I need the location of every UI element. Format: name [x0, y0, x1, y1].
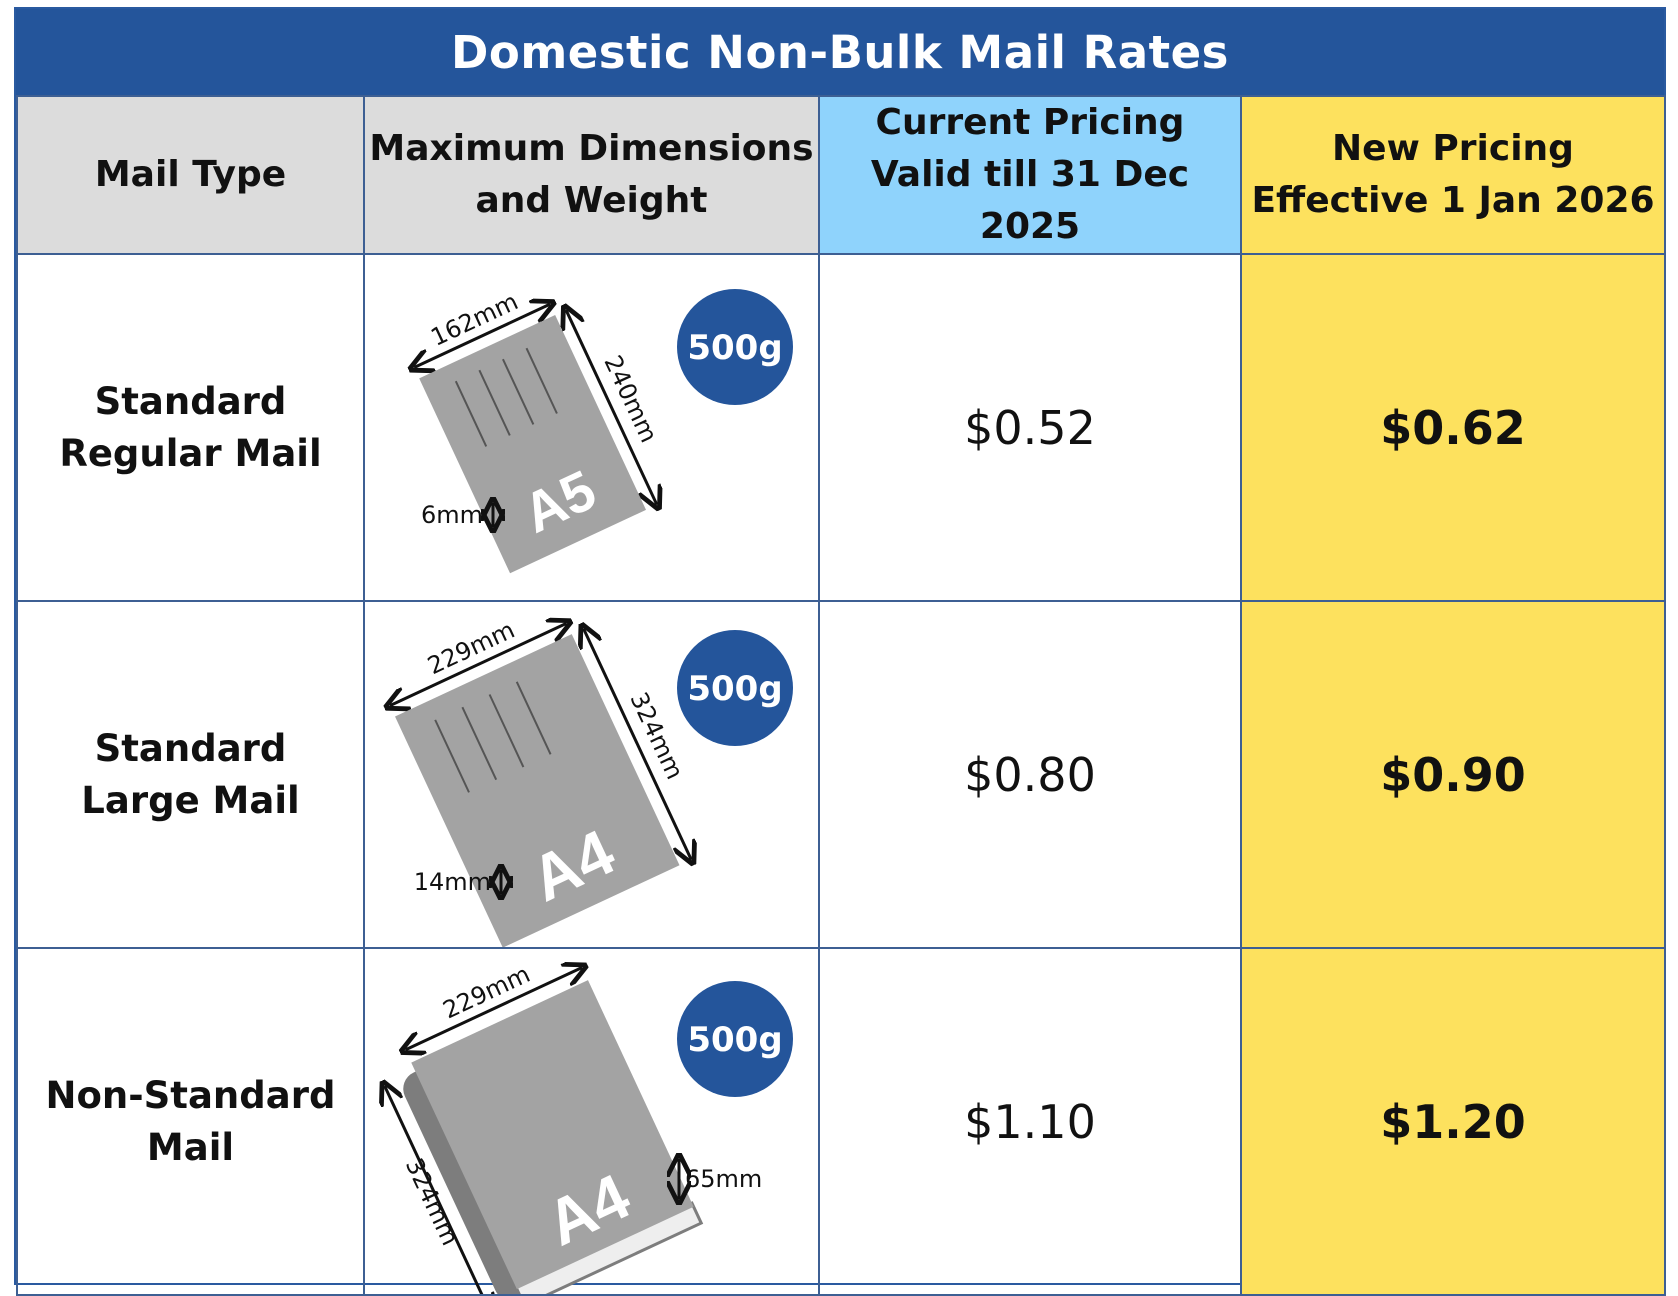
rates-table-frame: Domestic Non-Bulk Mail Rates Mail Type M…: [14, 7, 1666, 1296]
envelope-a4-icon: A4 229mm 324mm 14mm 500g: [365, 616, 793, 947]
mail-type-cell: Standard Large Mail: [16, 600, 365, 949]
table-row: Standard Regular Mail: [16, 253, 1666, 602]
weight-badge: [677, 289, 793, 405]
new-price-cell: $0.62: [1240, 253, 1666, 602]
envelope-shape: [419, 315, 647, 574]
dimensions-cell: A5 162mm 240mm 6mm 500g: [363, 253, 820, 602]
dimensions-cell: A4 229mm 324mm 14mm 500g: [363, 600, 820, 949]
weight-badge: [677, 981, 793, 1097]
thickness-label: 6mm: [421, 501, 483, 529]
new-price-cell: $0.90: [1240, 600, 1666, 949]
weight-label: 500g: [687, 328, 782, 368]
header-row: Mail Type Maximum Dimensions and Weight …: [16, 95, 1666, 255]
current-price-cell: $1.10: [818, 947, 1242, 1296]
header-current-pricing: Current Pricing Valid till 31 Dec 2025: [818, 95, 1242, 255]
thickness-label: 65mm: [685, 1165, 762, 1193]
envelope-shape: [395, 634, 680, 947]
weight-label: 500g: [687, 669, 782, 709]
rates-table: Mail Type Maximum Dimensions and Weight …: [16, 95, 1666, 1296]
dimensions-cell: A4 229mm 324mm 65mm 500g: [363, 947, 820, 1296]
mail-type-cell: Non-Standard Mail: [16, 947, 365, 1296]
table-row: Non-Standard Mail A4: [16, 947, 1666, 1296]
mail-type-cell: Standard Regular Mail: [16, 253, 365, 602]
current-price-cell: $0.52: [818, 253, 1242, 602]
header-new-pricing: New Pricing Effective 1 Jan 2026: [1240, 95, 1666, 255]
weight-badge: [677, 630, 793, 746]
weight-label: 500g: [687, 1020, 782, 1060]
parcel-a4-icon: A4 229mm 324mm 65mm 500g: [365, 960, 793, 1294]
table-row: Standard Large Mail: [16, 600, 1666, 949]
envelope-a5-icon: A5 162mm 240mm 6mm 500g: [365, 287, 793, 574]
thickness-label: 14mm: [414, 868, 491, 896]
header-mail-type: Mail Type: [16, 95, 365, 255]
header-dimensions: Maximum Dimensions and Weight: [363, 95, 820, 255]
current-price-cell: $0.80: [818, 600, 1242, 949]
new-price-cell: $1.20: [1240, 947, 1666, 1296]
table-title: Domestic Non-Bulk Mail Rates: [16, 9, 1664, 95]
